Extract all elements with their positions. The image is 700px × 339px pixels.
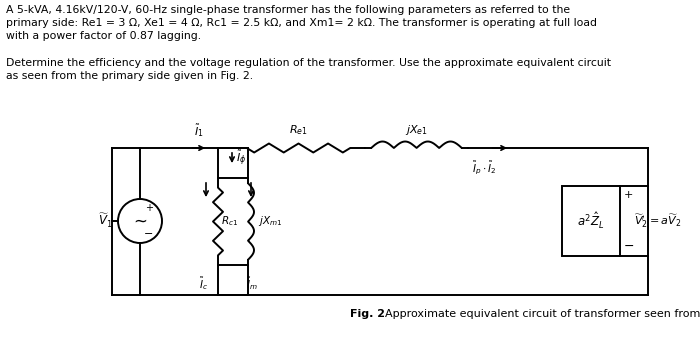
Text: with a power factor of 0.87 lagging.: with a power factor of 0.87 lagging. bbox=[6, 31, 201, 41]
Text: $\widetilde{V}_2' = a\widetilde{V}_2$: $\widetilde{V}_2' = a\widetilde{V}_2$ bbox=[634, 212, 681, 230]
Text: Fig. 2: Fig. 2 bbox=[350, 309, 385, 319]
Text: −: − bbox=[144, 229, 154, 239]
Text: Determine the efficiency and the voltage regulation of the transformer. Use the : Determine the efficiency and the voltage… bbox=[6, 58, 611, 68]
Text: +: + bbox=[624, 190, 634, 200]
Text: −: − bbox=[624, 240, 634, 253]
Text: $\widetilde{I}_\phi$: $\widetilde{I}_\phi$ bbox=[236, 148, 246, 168]
Text: $R_{e1}$: $R_{e1}$ bbox=[289, 123, 308, 137]
Text: $jX_{e1}$: $jX_{e1}$ bbox=[405, 123, 428, 137]
Text: ~: ~ bbox=[133, 213, 147, 231]
Text: A 5-kVA, 4.16kV/120-V, 60-Hz single-phase transformer has the following paramete: A 5-kVA, 4.16kV/120-V, 60-Hz single-phas… bbox=[6, 5, 570, 15]
Text: +: + bbox=[145, 203, 153, 213]
Bar bbox=[562, 186, 620, 256]
Text: $\widetilde{V}_1$: $\widetilde{V}_1$ bbox=[99, 212, 113, 230]
Text: $\widetilde{I}_p \cdot \widetilde{I}_2$: $\widetilde{I}_p \cdot \widetilde{I}_2$ bbox=[472, 160, 496, 177]
Text: $R_{c1}$: $R_{c1}$ bbox=[221, 215, 238, 228]
Text: $a^2\hat{Z}_L$: $a^2\hat{Z}_L$ bbox=[578, 211, 605, 231]
Text: $jX_{m1}$: $jX_{m1}$ bbox=[258, 215, 282, 228]
Text: Approximate equivalent circuit of transformer seen from the primary side: Approximate equivalent circuit of transf… bbox=[378, 309, 700, 319]
Text: $\widetilde{I}_c$: $\widetilde{I}_c$ bbox=[199, 275, 209, 292]
Text: as seen from the primary side given in Fig. 2.: as seen from the primary side given in F… bbox=[6, 71, 253, 81]
Text: $\widetilde{I}_1$: $\widetilde{I}_1$ bbox=[194, 122, 204, 139]
Text: primary side: Re1 = 3 Ω, Xe1 = 4 Ω, Rc1 = 2.5 kΩ, and Xm1= 2 kΩ. The transformer: primary side: Re1 = 3 Ω, Xe1 = 4 Ω, Rc1 … bbox=[6, 18, 597, 28]
Text: $\widetilde{I}_m$: $\widetilde{I}_m$ bbox=[246, 275, 258, 292]
